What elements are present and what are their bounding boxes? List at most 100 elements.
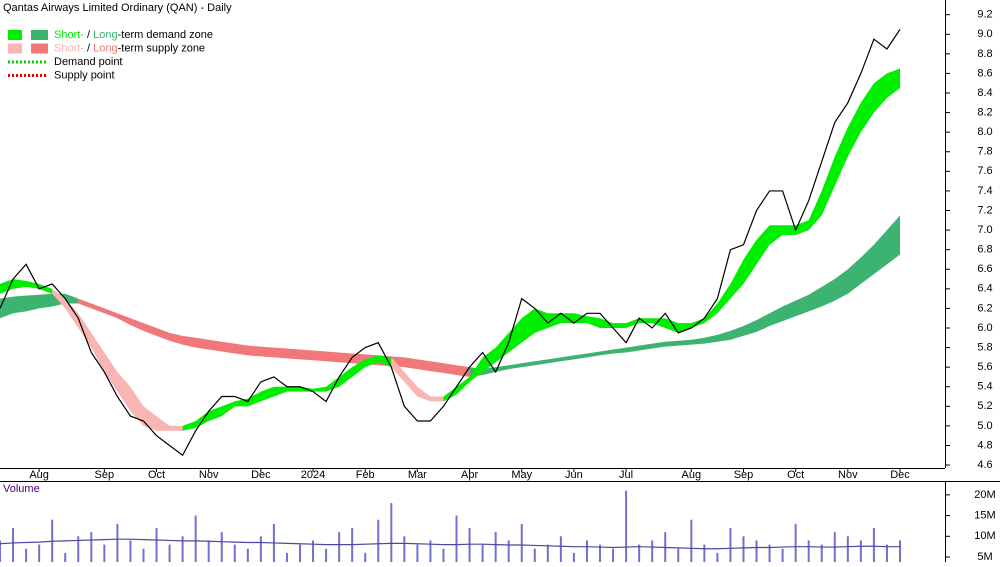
zone-band xyxy=(0,279,53,294)
volume-bar xyxy=(181,536,184,562)
y-tick-label: 15M xyxy=(974,509,995,521)
volume-bar xyxy=(442,548,445,562)
x-tick-label: Nov xyxy=(838,469,858,481)
volume-bar xyxy=(207,540,210,562)
legend-label-part: Long xyxy=(93,42,117,54)
zone-band xyxy=(443,68,900,402)
y-tick-label: 6.4 xyxy=(977,283,992,295)
y-tick-label: 9.0 xyxy=(977,28,992,40)
volume-bar xyxy=(325,548,328,562)
volume-bar xyxy=(729,528,732,562)
volume-bar xyxy=(703,544,706,562)
volume-bar xyxy=(638,544,641,562)
volume-bar xyxy=(781,548,784,562)
legend-label-part: -term demand zone xyxy=(118,29,213,41)
y-tick-label: 5.2 xyxy=(977,400,992,412)
x-tick-label: Aug xyxy=(29,469,49,481)
volume-bar xyxy=(429,540,432,562)
volume-bar xyxy=(468,528,471,562)
volume-bar xyxy=(77,536,80,562)
legend-label-part: Long xyxy=(93,29,117,41)
zone-band xyxy=(182,355,392,431)
y-tick-label: 6.8 xyxy=(977,244,992,256)
volume-bar xyxy=(899,540,901,562)
volume-bar xyxy=(807,540,810,562)
y-tick-label: 4.6 xyxy=(977,459,992,471)
volume-bar xyxy=(103,544,106,562)
y-tick-label: 7.6 xyxy=(977,165,992,177)
volume-panel xyxy=(0,490,901,562)
volume-bar xyxy=(820,544,823,562)
volume-bar xyxy=(742,536,745,562)
volume-bar xyxy=(25,548,28,562)
y-tick-label: 7.2 xyxy=(977,204,992,216)
x-tick-label: Apr xyxy=(461,469,478,481)
zones xyxy=(0,68,900,431)
x-tick-label: Feb xyxy=(356,469,375,481)
volume-bar xyxy=(546,544,549,562)
volume-bar xyxy=(507,540,510,562)
volume-bar xyxy=(390,503,393,562)
volume-bar xyxy=(416,544,419,562)
y-tick-label: 4.8 xyxy=(977,439,992,451)
y-tick-label: 6.0 xyxy=(977,322,992,334)
y-tick-label: 10M xyxy=(974,530,995,542)
volume-bar xyxy=(142,548,145,562)
x-tick-label: Dec xyxy=(890,469,910,481)
chart-title: Qantas Airways Limited Ordinary (QAN) - … xyxy=(3,2,232,14)
volume-bar xyxy=(520,523,523,562)
price-line xyxy=(0,29,901,457)
x-tick-label: 2024 xyxy=(301,469,325,481)
volume-bar xyxy=(259,536,262,562)
y-tick-label: 8.6 xyxy=(977,67,992,79)
volume-bar xyxy=(690,519,693,562)
volume-bar xyxy=(768,544,771,562)
y-tick-label: 5.4 xyxy=(977,381,992,393)
volume-bar xyxy=(455,515,458,562)
x-tick-label: Nov xyxy=(199,469,219,481)
y-tick-label: 5.6 xyxy=(977,361,992,373)
legend-label: Short- / Long-term demand zone xyxy=(54,29,213,41)
price xyxy=(0,29,901,457)
legend-label: Supply point xyxy=(54,69,115,81)
axes: 4.6 4.8 5.0 5.2 5.4 5.6 5.8 6.0 6.2 6.4 6.6 6.8 7.0 7… xyxy=(29,9,995,563)
volume-bar xyxy=(90,532,93,562)
zone-band xyxy=(52,288,183,431)
volume-bar xyxy=(677,548,680,562)
volume-bar xyxy=(494,532,497,562)
y-tick-label: 8.2 xyxy=(977,107,992,119)
volume-bar xyxy=(846,536,849,562)
x-tick-label: Jun xyxy=(565,469,583,481)
y-tick-label: 5.0 xyxy=(977,420,992,432)
x-tick-label: Sep xyxy=(734,469,754,481)
y-tick-label: 8.0 xyxy=(977,126,992,138)
volume-bar xyxy=(625,490,628,562)
y-tick-label: 6.6 xyxy=(977,263,992,275)
legend-label-part: Short- xyxy=(54,29,84,41)
legend-swatch xyxy=(8,30,22,40)
legend-label: Short- / Long-term supply zone xyxy=(54,42,205,54)
y-tick-label: 7.4 xyxy=(977,185,992,197)
y-tick-label: 5.8 xyxy=(977,341,992,353)
volume-bar xyxy=(559,536,562,562)
volume-bar xyxy=(338,532,341,562)
volume-bar xyxy=(403,536,406,562)
volume-bar xyxy=(533,548,536,562)
legend-label-part: Short- xyxy=(54,42,84,54)
volume-bar xyxy=(612,548,615,562)
volume-bar xyxy=(285,552,288,562)
y-tick-label: 7.8 xyxy=(977,146,992,158)
y-tick-label: 8.4 xyxy=(977,87,992,99)
y-tick-label: 5M xyxy=(977,551,992,562)
legend-swatch xyxy=(31,43,48,54)
x-tick-label: Sep xyxy=(95,469,115,481)
x-tick-label: Oct xyxy=(787,469,804,481)
legend-swatch xyxy=(31,30,48,40)
legend-swatch xyxy=(8,43,22,54)
volume-bar xyxy=(246,548,249,562)
legend-label-part: / xyxy=(84,29,93,41)
volume-bar xyxy=(233,544,236,562)
zone-band xyxy=(469,215,900,377)
x-tick-label: Mar xyxy=(408,469,427,481)
